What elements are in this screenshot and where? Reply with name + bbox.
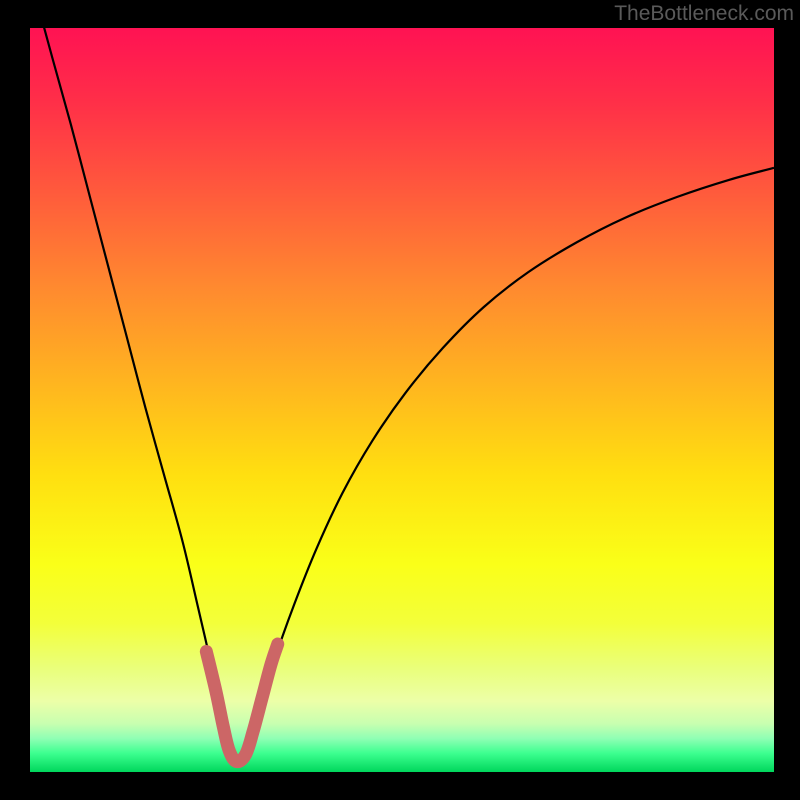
watermark-text: TheBottleneck.com: [614, 2, 794, 26]
chart-container: TheBottleneck.com: [0, 0, 800, 800]
plot-area: [30, 28, 774, 772]
chart-svg: [30, 28, 774, 772]
gradient-background: [30, 28, 774, 772]
